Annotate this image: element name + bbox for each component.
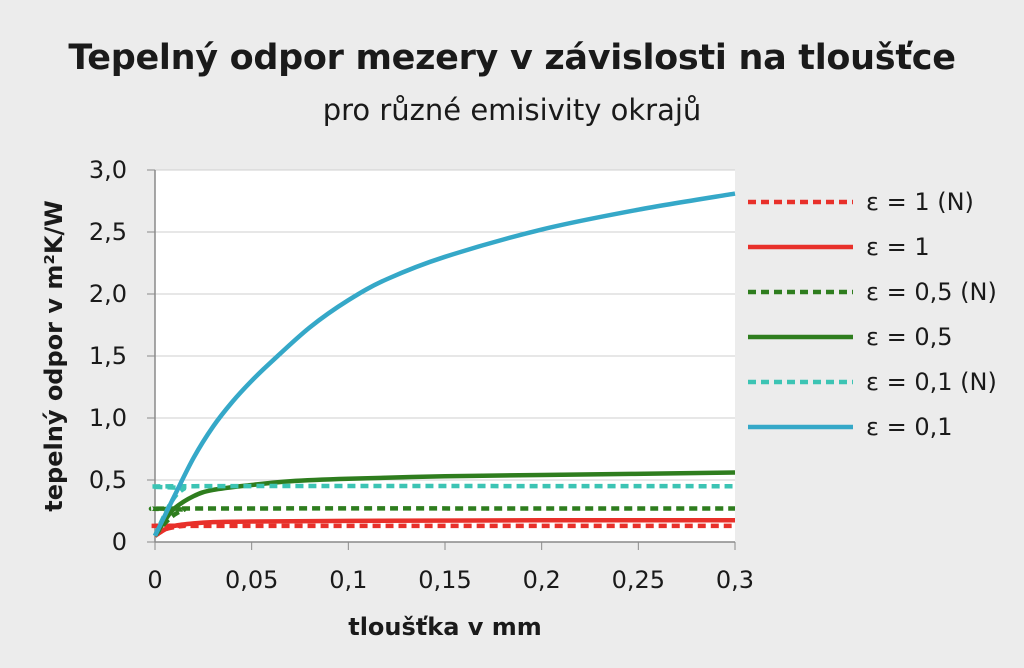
series-line-4	[153, 470, 736, 538]
legend: ε = 1 (N) ε = 1 ε = 0,5 (N) ε = 0,5 ε = 0,1 …	[748, 188, 997, 441]
axes	[147, 169, 736, 550]
legend-label-5: ε = 0,1 (N)	[866, 368, 997, 396]
y-tick-label: 1,5	[89, 342, 127, 370]
y-tick-label: 3,0	[89, 156, 127, 184]
chart-title: Tepelný odpor mezery v závislosti na tlo…	[68, 38, 956, 78]
legend-label-4: ε = 0,5	[866, 323, 953, 351]
chart-subtitle: pro různé emisivity okrajů	[322, 93, 702, 127]
x-tick-label: 0	[147, 566, 162, 594]
y-tick-label: 0,5	[89, 466, 127, 494]
x-tick-label: 0,1	[329, 566, 367, 594]
series-line-5	[148, 483, 736, 537]
y-tick-label: 2,0	[89, 280, 127, 308]
x-axis-label: tloušťka v mm	[348, 613, 542, 641]
y-tick-label: 0	[112, 528, 127, 556]
series-line-2	[153, 518, 736, 538]
x-tick-label: 0,15	[418, 566, 471, 594]
legend-label-2: ε = 1	[866, 233, 930, 261]
legend-label-3: ε = 0,5 (N)	[866, 278, 997, 306]
legend-label-6: ε = 0,1	[866, 413, 953, 441]
y-tick-label: 1,0	[89, 404, 127, 432]
legend-label-1: ε = 1 (N)	[866, 188, 974, 216]
y-axis-label: tepelný odpor v m²K/W	[40, 200, 68, 511]
y-tick-label: 2,5	[89, 218, 127, 246]
grid-lines	[155, 169, 735, 481]
x-tick-label: 0,2	[523, 566, 561, 594]
series-line-1	[148, 523, 735, 538]
x-tick-label: 0,25	[612, 566, 665, 594]
series-lines	[148, 191, 736, 538]
x-tick-label: 0,05	[225, 566, 278, 594]
tick-labels: 0 0,5 1,0 1,5 2,0 2,5 3,0 0 0,05 0,1 0,15 0,2 0,25 0,…	[89, 156, 754, 594]
x-tick-label: 0,3	[716, 566, 754, 594]
series-line-6	[152, 191, 736, 537]
